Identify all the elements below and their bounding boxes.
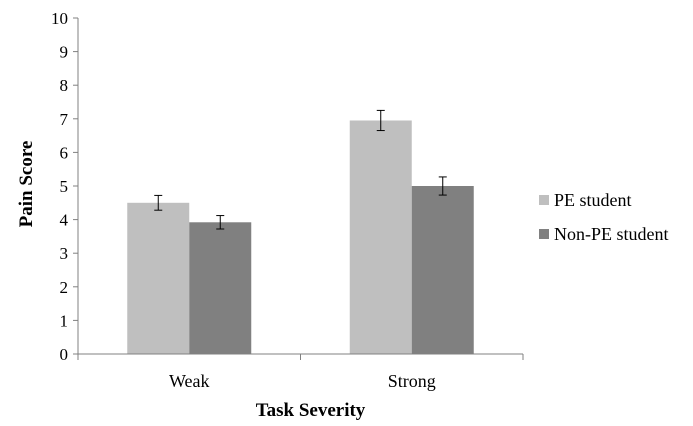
legend-swatch (539, 229, 549, 239)
error-bar (376, 109, 385, 132)
y-tick-label: 10 (51, 9, 68, 28)
y-tick-label: 0 (60, 345, 69, 364)
error-bar (154, 194, 163, 211)
bar-non-pe-student-weak (189, 222, 252, 354)
bar-non-pe-student-strong (411, 186, 474, 354)
y-axis-title: Pain Score (16, 141, 37, 228)
y-tick-label: 1 (60, 311, 69, 330)
legend-item: Non-PE student (539, 224, 669, 244)
bar-pe-student-strong (349, 120, 412, 354)
legend-label: Non-PE student (554, 224, 669, 244)
y-tick-label: 8 (60, 76, 69, 95)
x-axis-ticks (77, 354, 524, 360)
legend-label: PE student (554, 190, 632, 210)
y-tick-label: 2 (60, 278, 69, 297)
x-category-label: Strong (388, 371, 436, 391)
error-bar (216, 215, 225, 230)
y-tick-label: 7 (60, 110, 69, 129)
legend-swatch (539, 195, 549, 205)
error-bars (154, 109, 447, 230)
x-category-label: Weak (169, 371, 210, 391)
legend: PE student Non-PE student (539, 190, 669, 244)
x-axis-category-labels: Weak Strong (169, 371, 436, 391)
y-axis-ticks: 0 1 2 3 4 5 6 7 8 9 10 (51, 9, 78, 364)
y-tick-label: 4 (60, 211, 69, 230)
bars (127, 120, 474, 354)
y-tick-label: 9 (60, 43, 69, 62)
legend-item: PE student (539, 190, 632, 210)
y-tick-label: 6 (60, 143, 69, 162)
bar-pe-student-weak (127, 202, 190, 354)
x-axis-title: Task Severity (256, 400, 366, 421)
y-tick-label: 3 (60, 244, 69, 263)
error-bar (438, 176, 447, 196)
y-tick-label: 5 (60, 177, 69, 196)
